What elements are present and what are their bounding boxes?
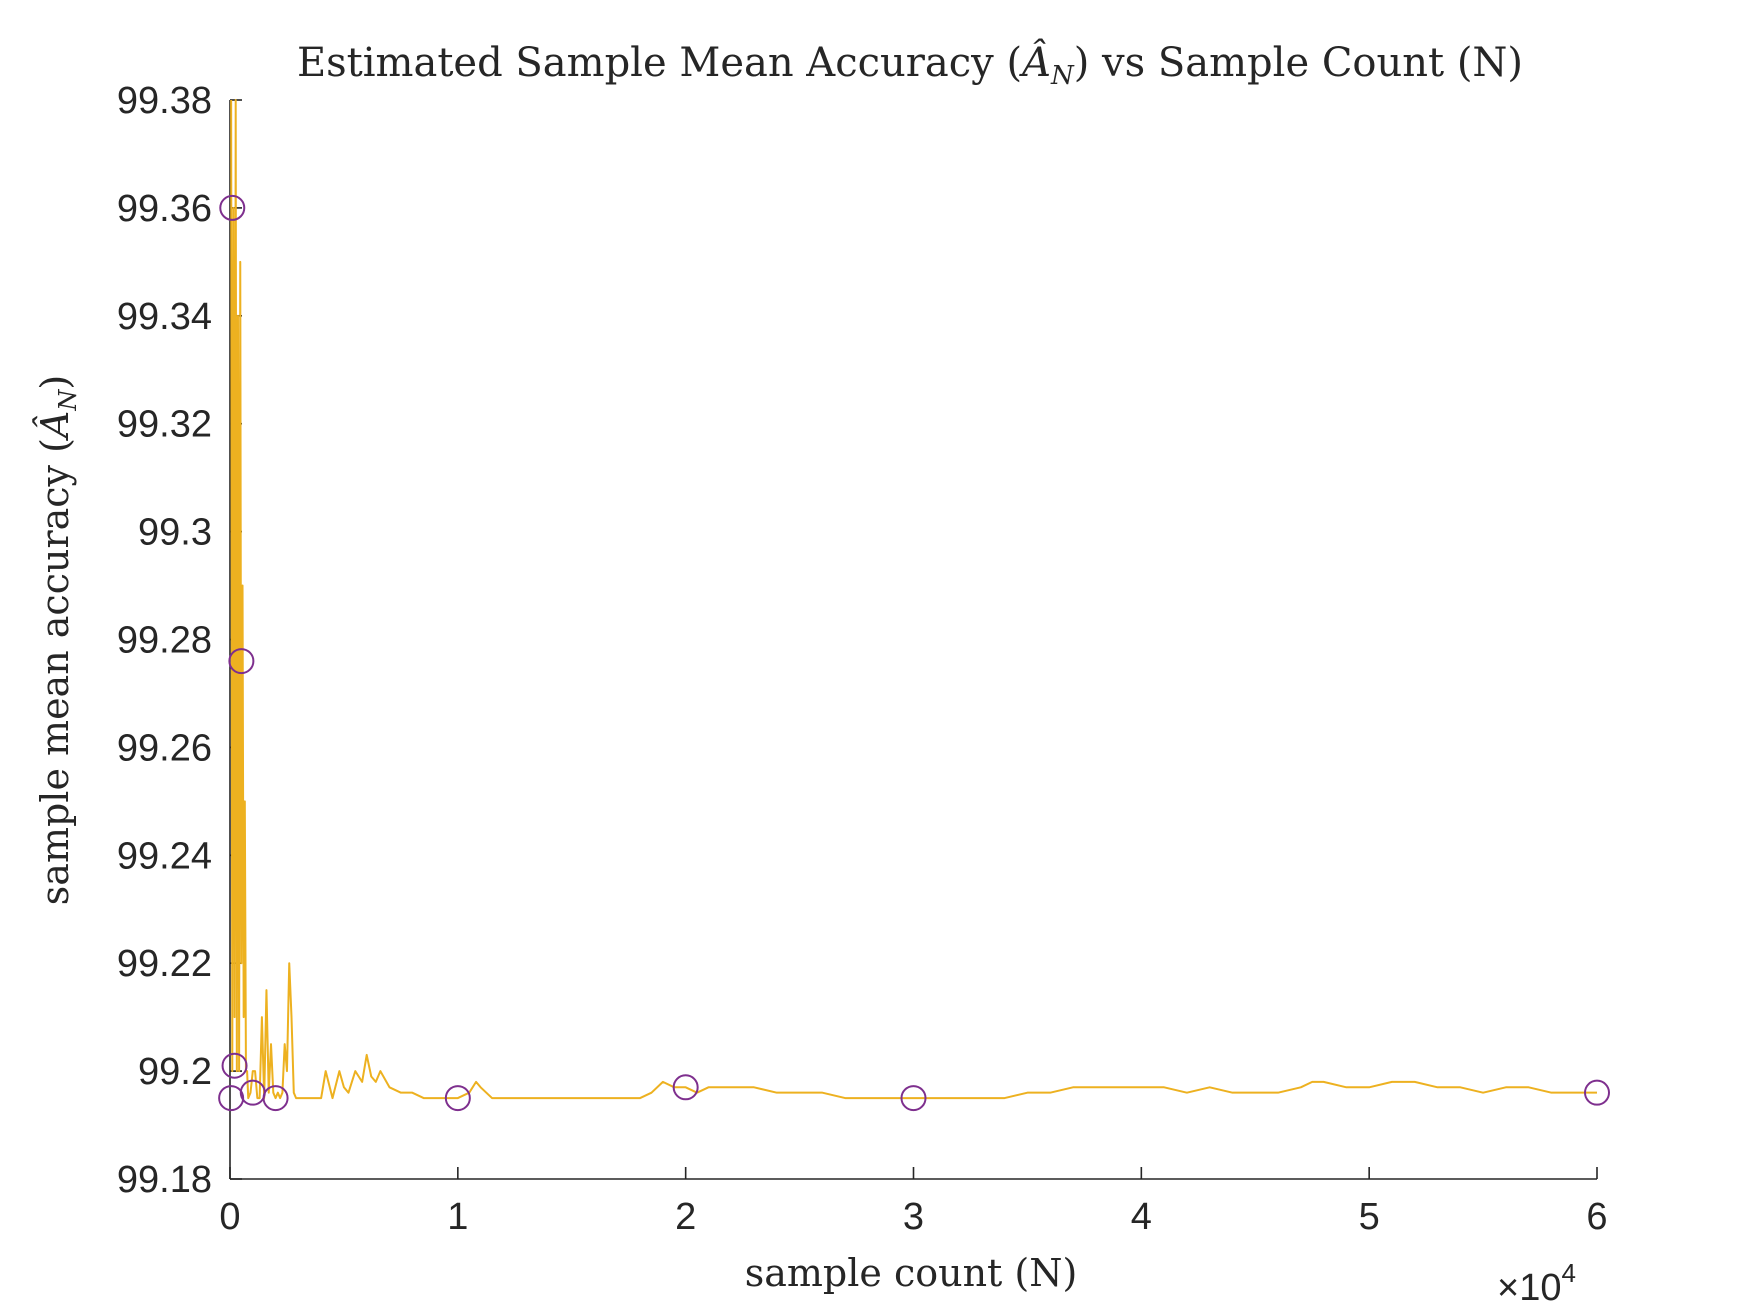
chart-title: Estimated Sample Mean Accuracy (ÂN) vs S… [297,39,1523,91]
data-point-marker [228,648,255,675]
y-tick-label: 99.38 [117,80,212,122]
x-tick-label: 6 [1586,1196,1607,1238]
data-point-marker [1584,1079,1610,1106]
data-point-marker [262,1085,289,1112]
y-tick-label: 99.18 [117,1159,212,1201]
x-tick-label: 2 [675,1196,696,1238]
y-ticks: 99.18 99.2 99.22 99.24 99.26 99.28 99.3 99.32 99… [117,80,242,1201]
series-line-0 [230,99,1597,1100]
x-tick-label: 5 [1359,1196,1380,1238]
x-tick-label: 3 [903,1196,924,1238]
data-point-marker [221,1052,248,1079]
y-tick-label: 99.3 [138,512,212,554]
y-tick-label: 99.2 [138,1051,212,1093]
x-axis-label: sample count (N) [745,1251,1078,1295]
y-tick-label: 99.28 [117,620,212,662]
y-tick-label: 99.34 [117,296,212,338]
x-tick-label: 4 [1131,1196,1152,1238]
y-tick-label: 99.24 [117,835,212,877]
data-point-marker [444,1085,471,1112]
y-axis-label: sample mean accuracy (ÂN) [33,375,82,905]
x-tick-label: 1 [447,1196,468,1238]
y-tick-label: 99.22 [117,943,212,985]
x-ticks: 0 1 2 3 4 5 6 [219,1167,1608,1238]
x-tick-label: 0 [219,1196,240,1238]
series-layer [230,99,1597,1100]
data-point-marker [219,194,246,221]
y-tick-label: 99.32 [117,404,212,446]
y-tick-label: 99.26 [117,727,212,769]
marker-layer [218,194,1610,1112]
x-axis-exponent-label: ×104 [1497,1258,1576,1309]
data-point-marker [672,1074,699,1101]
data-point-marker [900,1085,927,1112]
y-tick-label: 99.36 [117,188,212,230]
